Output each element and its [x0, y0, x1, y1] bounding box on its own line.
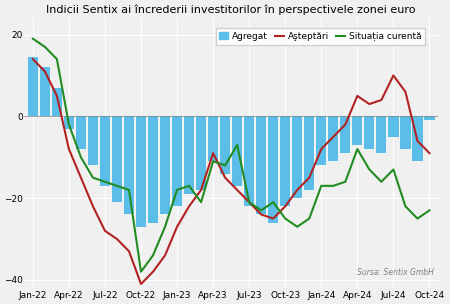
Bar — [388, 116, 399, 137]
Bar — [328, 116, 338, 161]
Text: Sursa: Sentix GmbH: Sursa: Sentix GmbH — [357, 268, 434, 277]
Bar — [292, 116, 302, 198]
Bar — [40, 67, 50, 116]
Bar — [424, 116, 435, 120]
Bar — [412, 116, 423, 161]
Bar — [244, 116, 254, 206]
Bar — [268, 116, 278, 223]
Bar — [232, 116, 242, 186]
Bar — [184, 116, 194, 194]
Bar — [316, 116, 326, 165]
Bar — [352, 116, 362, 145]
Bar — [340, 116, 351, 153]
Bar — [172, 116, 182, 206]
Bar — [196, 116, 206, 190]
Bar — [88, 116, 98, 165]
Title: Indicii Sentix ai încrederii investitorilor în perspectivele zonei euro: Indicii Sentix ai încrederii investitori… — [46, 4, 416, 15]
Bar — [280, 116, 290, 206]
Bar — [28, 57, 38, 116]
Bar — [148, 116, 158, 223]
Bar — [52, 88, 62, 116]
Bar — [136, 116, 146, 227]
Legend: Agregat, Aşteptări, Situația curentă: Agregat, Aşteptări, Situația curentă — [216, 28, 425, 44]
Bar — [304, 116, 315, 190]
Bar — [124, 116, 134, 214]
Bar — [220, 116, 230, 174]
Bar — [364, 116, 374, 149]
Bar — [376, 116, 387, 153]
Bar — [256, 116, 266, 214]
Bar — [64, 116, 74, 129]
Bar — [208, 116, 218, 161]
Bar — [400, 116, 410, 149]
Bar — [112, 116, 122, 202]
Bar — [160, 116, 170, 214]
Bar — [100, 116, 110, 186]
Bar — [76, 116, 86, 149]
